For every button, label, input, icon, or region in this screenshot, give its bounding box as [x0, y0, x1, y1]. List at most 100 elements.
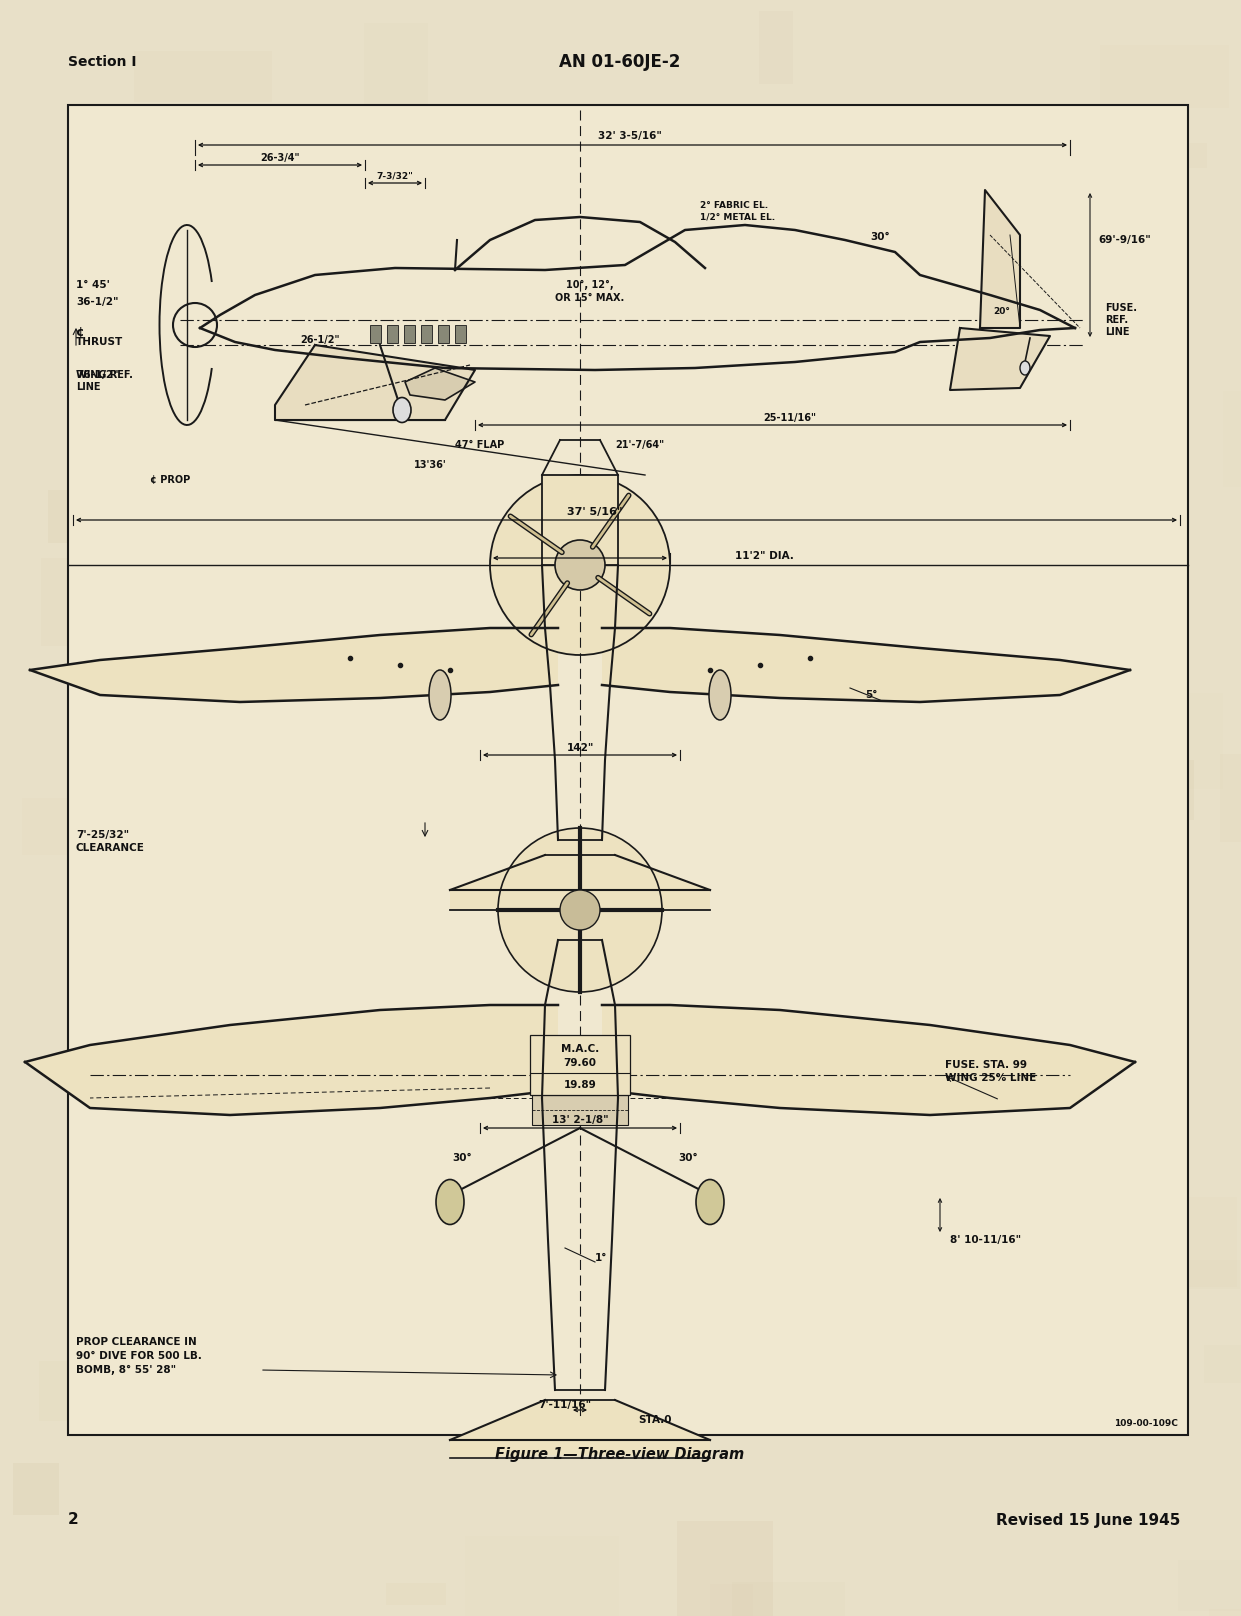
Polygon shape	[30, 629, 558, 701]
Bar	[172, 976, 294, 1016]
Bar	[1101, 1260, 1240, 1288]
Ellipse shape	[939, 1201, 990, 1260]
Circle shape	[490, 475, 670, 654]
Bar	[22, 798, 83, 855]
Text: LINE: LINE	[76, 381, 101, 393]
Bar	[927, 873, 1057, 989]
Bar	[529, 360, 627, 469]
Text: 26-1/2": 26-1/2"	[300, 335, 340, 344]
Bar	[663, 803, 759, 852]
Bar	[1178, 1561, 1241, 1611]
Text: 2: 2	[68, 1513, 78, 1527]
Text: 7'-11/16": 7'-11/16"	[539, 1399, 592, 1411]
Bar	[587, 280, 691, 339]
Bar	[710, 1243, 747, 1361]
Polygon shape	[25, 1005, 558, 1115]
Bar	[578, 877, 656, 957]
Circle shape	[498, 827, 661, 992]
Bar	[370, 325, 381, 343]
Polygon shape	[602, 629, 1131, 701]
Polygon shape	[405, 368, 475, 401]
Text: WING REF.: WING REF.	[76, 370, 133, 380]
Bar	[789, 1294, 934, 1372]
Bar	[134, 50, 272, 102]
Text: 36-1/2": 36-1/2"	[76, 297, 118, 307]
Text: 19.89: 19.89	[563, 1079, 597, 1091]
Bar	[118, 600, 262, 685]
Polygon shape	[602, 1005, 1136, 1115]
Polygon shape	[542, 941, 618, 1097]
Bar	[616, 1120, 705, 1233]
Bar	[1224, 391, 1241, 488]
Ellipse shape	[709, 671, 731, 721]
Bar	[259, 874, 408, 918]
Bar	[1101, 422, 1133, 535]
Bar	[869, 223, 921, 341]
Bar	[1065, 693, 1222, 789]
Text: 1/2° METAL EL.: 1/2° METAL EL.	[700, 212, 776, 221]
Bar	[310, 887, 462, 973]
Bar	[997, 456, 1057, 551]
Bar	[387, 325, 398, 343]
Text: CLEARANCE: CLEARANCE	[76, 844, 145, 853]
Text: 2° FABRIC EL.: 2° FABRIC EL.	[700, 200, 768, 210]
Bar	[369, 679, 442, 760]
Bar	[567, 352, 668, 461]
Bar	[1209, 1610, 1241, 1616]
Text: Figure 1—Three-view Diagram: Figure 1—Three-view Diagram	[495, 1448, 745, 1462]
Text: 30°: 30°	[678, 1152, 697, 1164]
Bar	[200, 887, 347, 971]
Bar	[273, 1149, 441, 1204]
Bar	[48, 490, 170, 543]
Text: 30°: 30°	[452, 1152, 472, 1164]
Bar	[455, 325, 467, 343]
Bar	[87, 338, 232, 393]
Bar	[421, 325, 432, 343]
Text: FUSE. STA. 99: FUSE. STA. 99	[944, 1060, 1028, 1070]
Bar	[88, 516, 262, 538]
Bar	[268, 1007, 313, 1031]
Text: 37' 5/16": 37' 5/16"	[567, 507, 623, 517]
Text: 8' 10-11/16": 8' 10-11/16"	[951, 1235, 1021, 1244]
Text: 142": 142"	[566, 743, 593, 753]
Bar	[599, 797, 643, 826]
Text: 7'-25/32": 7'-25/32"	[76, 831, 129, 840]
Bar	[321, 1071, 405, 1143]
Bar	[835, 1215, 999, 1315]
Text: Section I: Section I	[68, 55, 137, 69]
Ellipse shape	[429, 671, 450, 721]
Bar	[997, 760, 1194, 819]
Bar	[759, 11, 793, 84]
Bar	[732, 1582, 845, 1616]
Bar	[542, 475, 618, 566]
Bar	[41, 558, 179, 646]
Polygon shape	[542, 566, 618, 685]
Bar	[1096, 305, 1173, 394]
Bar	[393, 273, 517, 388]
Ellipse shape	[1020, 360, 1030, 375]
Bar	[1136, 598, 1168, 711]
Text: 109-00-109C: 109-00-109C	[1114, 1419, 1178, 1427]
Bar	[817, 918, 862, 974]
Text: 13'36': 13'36'	[413, 461, 447, 470]
Bar	[678, 1521, 773, 1616]
Text: LINE: LINE	[1104, 326, 1129, 338]
Polygon shape	[276, 344, 475, 420]
Text: PROP CLEARANCE IN: PROP CLEARANCE IN	[76, 1336, 197, 1348]
Bar	[340, 347, 434, 370]
Text: 5°: 5°	[865, 690, 877, 700]
Text: 1°: 1°	[594, 1252, 607, 1264]
Bar	[92, 579, 141, 685]
Text: 47° FLAP: 47° FLAP	[455, 440, 505, 449]
Text: STA.0: STA.0	[638, 1416, 671, 1425]
Text: WING 25% LINE: WING 25% LINE	[944, 1073, 1036, 1083]
Ellipse shape	[393, 398, 411, 422]
Text: 76-1/2": 76-1/2"	[76, 370, 119, 380]
Bar	[465, 1537, 619, 1616]
Text: M.A.C.: M.A.C.	[561, 1044, 599, 1054]
Bar	[987, 438, 1091, 465]
Text: 25-11/16": 25-11/16"	[763, 414, 817, 423]
Bar	[1144, 142, 1207, 168]
Bar	[830, 939, 923, 1052]
Bar	[14, 1462, 60, 1516]
